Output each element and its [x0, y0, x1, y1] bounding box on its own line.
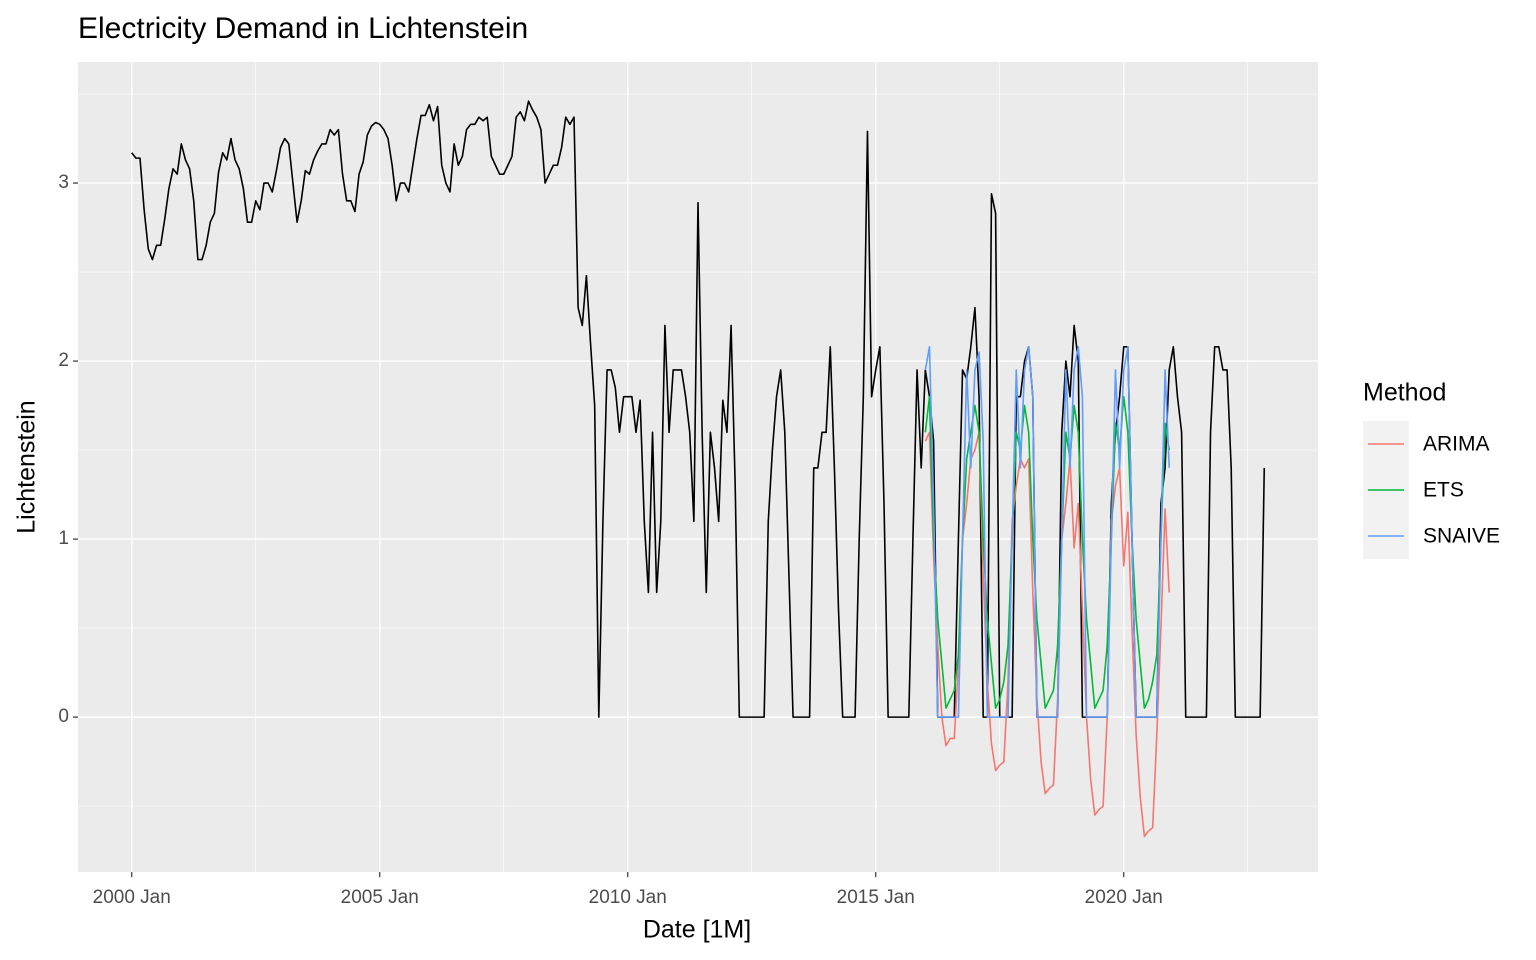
- series-line: [131, 100, 1266, 718]
- x-tick-label: 2010 Jan: [589, 887, 667, 908]
- axes: 0 1 2 3 2000 Jan 2005 Jan 2010 Jan 2015 Jan 2020…: [58, 172, 1162, 908]
- legend-label: ARIMA: [1423, 433, 1490, 456]
- lines: [131, 100, 1266, 838]
- x-tick-label: 2020 Jan: [1085, 887, 1163, 908]
- y-tick-label: 0: [58, 706, 69, 727]
- x-tick-label: 2015 Jan: [837, 887, 915, 908]
- y-tick-label: 2: [58, 350, 69, 371]
- legend-label: SNAIVE: [1423, 525, 1500, 548]
- legend-title: Method: [1363, 379, 1446, 407]
- series-line: [924, 346, 1170, 718]
- y-axis-label: Lichtenstein: [13, 400, 41, 533]
- plot-panel: [78, 62, 1318, 872]
- series-line: [924, 395, 1170, 710]
- y-tick-label: 1: [58, 528, 69, 549]
- legend-label: ETS: [1423, 479, 1464, 502]
- y-tick-label: 3: [58, 172, 69, 193]
- x-tick-label: 2000 Jan: [93, 887, 171, 908]
- x-axis-label: Date [1M]: [643, 916, 751, 944]
- series-line: [924, 431, 1170, 838]
- x-tick-label: 2005 Jan: [341, 887, 419, 908]
- legend: Method ARIMA ETS SNAIVE: [1363, 379, 1500, 559]
- chart-title: Electricity Demand in Lichtenstein: [78, 12, 528, 45]
